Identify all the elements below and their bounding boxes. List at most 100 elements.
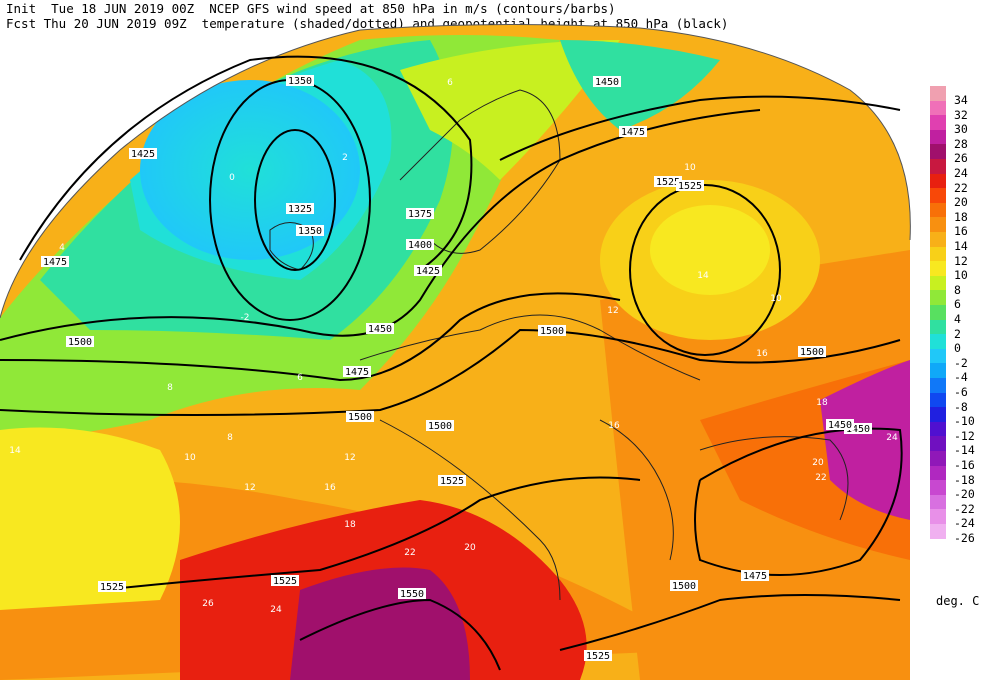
colorbar-swatch xyxy=(930,494,946,510)
colorbar-swatch xyxy=(930,246,946,262)
temperature-label: 18 xyxy=(816,398,828,408)
temperature-label: 2 xyxy=(342,153,348,163)
colorbar-label: 16 xyxy=(954,224,968,239)
height-label: 1525 xyxy=(440,476,464,487)
height-label-bg xyxy=(366,323,394,334)
height-label-bg xyxy=(66,336,94,347)
colorbar-label: 10 xyxy=(954,268,968,283)
temperature-label: 20 xyxy=(464,543,476,553)
colorbar-label: -2 xyxy=(954,355,968,370)
temperature-label: 10 xyxy=(770,294,782,304)
colorbar-swatch xyxy=(930,188,946,203)
height-label-bg xyxy=(670,580,698,591)
colorbar-swatch xyxy=(930,290,946,305)
colorbar-label: 34 xyxy=(954,93,968,107)
temperature-label: 8 xyxy=(227,433,233,443)
height-label: 1525 xyxy=(273,576,297,587)
temperature-labels: 02468101214161820222426-2101214161816202… xyxy=(9,78,898,615)
temperature-label: 12 xyxy=(607,306,618,316)
colorbar-label: 28 xyxy=(954,136,968,151)
temperature-label: 8 xyxy=(167,383,173,393)
height-label: 1475 xyxy=(43,257,67,268)
height-contours xyxy=(0,55,903,671)
height-label: 1500 xyxy=(348,412,372,423)
height-label: 1500 xyxy=(68,337,92,348)
colorbar-swatch xyxy=(930,524,946,539)
temperature-label: 0 xyxy=(229,173,235,183)
height-label: 1500 xyxy=(428,421,452,432)
height-label: 1525 xyxy=(100,582,124,593)
colorbar-swatch xyxy=(930,465,946,481)
colorbar-label: 4 xyxy=(954,312,961,326)
temperature-label: 16 xyxy=(608,421,620,431)
colorbar-swatch xyxy=(930,202,946,218)
colorbar-swatch xyxy=(930,509,946,524)
colorbar-swatch xyxy=(930,392,946,408)
height-label-bg xyxy=(676,180,704,191)
colorbar-swatch xyxy=(930,159,946,174)
height-label-bg xyxy=(398,588,426,599)
height-label-bg xyxy=(584,650,612,661)
colorbar-swatch xyxy=(930,232,946,247)
temperature-label: 24 xyxy=(886,433,898,443)
colorbar-unit: deg. C xyxy=(936,594,980,608)
colorbar-label: 18 xyxy=(954,209,968,224)
colorbar-label: 22 xyxy=(954,180,968,195)
colorbar-label: 26 xyxy=(954,151,968,166)
colorbar-label: 24 xyxy=(954,166,968,180)
height-label: 1425 xyxy=(131,149,155,160)
height-label: 1450 xyxy=(846,424,870,435)
colorbar-label: -26 xyxy=(954,531,975,545)
colorbar: 34 32 30 28 26 24 22 20 18 16 14 12 10 8 6 4 2 0 -2 -4 -6 -8-… xyxy=(930,86,980,616)
colorbar-label: 0 xyxy=(954,341,961,356)
height-label: 1325 xyxy=(288,204,312,215)
temperature-label: 12 xyxy=(244,483,255,493)
colorbar-swatch xyxy=(930,436,946,451)
height-label: 1550 xyxy=(400,589,424,600)
height-label: 1350 xyxy=(288,76,312,87)
colorbar-label: 14 xyxy=(954,239,968,253)
colorbar-swatch xyxy=(930,451,946,466)
temperature-label: 12 xyxy=(344,453,355,463)
height-label-bg xyxy=(741,570,769,581)
height-label: 1450 xyxy=(595,77,619,88)
colorbar-label: -10 xyxy=(954,414,975,429)
height-label-bg xyxy=(438,475,466,486)
coastlines xyxy=(269,89,849,601)
colorbar-swatch xyxy=(930,319,946,335)
colorbar-label: -22 xyxy=(954,501,975,516)
height-label: 1475 xyxy=(345,367,369,378)
temperature-label: 26 xyxy=(202,599,214,609)
colorbar-swatch xyxy=(930,115,946,130)
temperature-label: 14 xyxy=(9,446,21,456)
temperature-label: 24 xyxy=(270,605,282,615)
colorbar-label: 30 xyxy=(954,122,968,137)
colorbar-swatch xyxy=(930,261,946,276)
colorbar-label: -14 xyxy=(954,443,975,458)
height-label-bg xyxy=(426,420,454,431)
colorbar-label: -6 xyxy=(954,385,968,399)
height-label: 1525 xyxy=(678,181,702,192)
height-label-bg xyxy=(844,423,872,434)
colorbar-swatch xyxy=(930,86,946,101)
colorbar-swatch xyxy=(930,144,946,159)
temperature-label: 22 xyxy=(404,548,415,558)
colorbar-swatch xyxy=(930,378,946,393)
height-label-bg xyxy=(296,225,324,236)
colorbar-label: -16 xyxy=(954,458,975,472)
height-label-bg xyxy=(619,126,647,137)
colorbar-swatch xyxy=(930,363,946,378)
colorbar-label: -18 xyxy=(954,472,975,487)
height-label-bg xyxy=(343,366,371,377)
colorbar-swatch xyxy=(930,348,946,364)
colorbar-label: -20 xyxy=(954,487,975,502)
colorbar-swatch xyxy=(930,421,946,437)
height-label: 1450 xyxy=(828,420,852,431)
height-label: 1375 xyxy=(408,209,432,220)
height-label-bg xyxy=(406,208,434,219)
colorbar-swatch xyxy=(930,305,946,320)
height-label: 1475 xyxy=(743,571,767,582)
height-label-bg xyxy=(271,575,299,586)
